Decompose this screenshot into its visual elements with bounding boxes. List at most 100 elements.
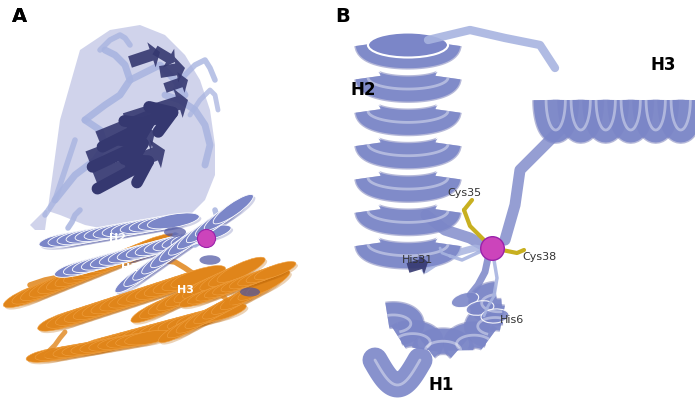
- Ellipse shape: [137, 239, 188, 258]
- Text: His6: His6: [500, 315, 524, 325]
- Ellipse shape: [12, 279, 65, 304]
- Ellipse shape: [55, 345, 103, 360]
- Ellipse shape: [199, 255, 220, 265]
- Ellipse shape: [162, 230, 213, 248]
- Ellipse shape: [77, 228, 129, 244]
- Ellipse shape: [177, 220, 218, 249]
- Ellipse shape: [248, 266, 290, 285]
- Ellipse shape: [107, 334, 154, 348]
- Ellipse shape: [176, 308, 219, 333]
- Ellipse shape: [108, 286, 163, 308]
- Ellipse shape: [117, 239, 170, 264]
- Ellipse shape: [182, 227, 233, 246]
- Ellipse shape: [81, 251, 134, 276]
- Ellipse shape: [195, 303, 246, 322]
- Ellipse shape: [213, 194, 254, 224]
- Ellipse shape: [158, 287, 207, 313]
- Ellipse shape: [215, 196, 256, 226]
- Text: B: B: [335, 7, 350, 26]
- Ellipse shape: [140, 293, 188, 319]
- Ellipse shape: [148, 289, 196, 315]
- Ellipse shape: [206, 282, 248, 300]
- Ellipse shape: [144, 246, 184, 276]
- Ellipse shape: [112, 326, 163, 344]
- Ellipse shape: [231, 273, 273, 291]
- Ellipse shape: [481, 309, 509, 323]
- Ellipse shape: [41, 234, 93, 250]
- Ellipse shape: [108, 244, 159, 263]
- Ellipse shape: [98, 335, 145, 350]
- Ellipse shape: [62, 341, 110, 356]
- Ellipse shape: [185, 303, 228, 328]
- Ellipse shape: [102, 291, 156, 313]
- Ellipse shape: [83, 253, 136, 278]
- Ellipse shape: [104, 223, 156, 239]
- Ellipse shape: [121, 323, 172, 342]
- Ellipse shape: [128, 242, 179, 260]
- Ellipse shape: [223, 276, 265, 294]
- Ellipse shape: [59, 231, 111, 247]
- Ellipse shape: [102, 328, 154, 347]
- Ellipse shape: [57, 229, 109, 245]
- Ellipse shape: [40, 311, 95, 333]
- Ellipse shape: [188, 308, 239, 326]
- Ellipse shape: [81, 252, 133, 270]
- Ellipse shape: [115, 332, 163, 346]
- Ellipse shape: [46, 346, 94, 361]
- Ellipse shape: [22, 278, 76, 303]
- Ellipse shape: [193, 271, 241, 296]
- Ellipse shape: [194, 299, 237, 324]
- Ellipse shape: [164, 270, 218, 293]
- Ellipse shape: [21, 276, 74, 301]
- Polygon shape: [407, 254, 428, 275]
- Ellipse shape: [49, 267, 101, 292]
- Ellipse shape: [135, 253, 175, 282]
- Ellipse shape: [173, 268, 227, 290]
- Ellipse shape: [55, 262, 108, 287]
- Ellipse shape: [368, 32, 448, 58]
- Text: H2: H2: [350, 81, 375, 99]
- Ellipse shape: [84, 224, 136, 240]
- Ellipse shape: [50, 232, 102, 248]
- Ellipse shape: [238, 268, 279, 286]
- Ellipse shape: [115, 237, 169, 262]
- Ellipse shape: [57, 264, 111, 289]
- Ellipse shape: [108, 336, 156, 350]
- Ellipse shape: [231, 282, 275, 307]
- Ellipse shape: [56, 303, 110, 325]
- Ellipse shape: [53, 343, 101, 358]
- Ellipse shape: [38, 309, 92, 331]
- Ellipse shape: [142, 320, 193, 339]
- Ellipse shape: [142, 295, 190, 321]
- Ellipse shape: [14, 281, 67, 306]
- Ellipse shape: [240, 277, 283, 302]
- Ellipse shape: [74, 256, 127, 282]
- Ellipse shape: [6, 284, 58, 310]
- Text: Cys35: Cys35: [447, 188, 481, 198]
- Text: H1: H1: [428, 376, 453, 394]
- Ellipse shape: [240, 288, 260, 296]
- Ellipse shape: [76, 338, 128, 356]
- Ellipse shape: [149, 316, 200, 334]
- Ellipse shape: [102, 221, 154, 237]
- Ellipse shape: [186, 213, 227, 243]
- Ellipse shape: [47, 306, 101, 328]
- Ellipse shape: [170, 313, 220, 332]
- Polygon shape: [85, 122, 155, 164]
- Ellipse shape: [196, 283, 238, 301]
- Ellipse shape: [208, 261, 256, 286]
- Text: Cys38: Cys38: [522, 252, 556, 262]
- Ellipse shape: [58, 305, 112, 327]
- Ellipse shape: [82, 294, 137, 317]
- Ellipse shape: [71, 340, 119, 354]
- Ellipse shape: [66, 302, 121, 324]
- Ellipse shape: [155, 273, 210, 296]
- Ellipse shape: [158, 318, 202, 342]
- Ellipse shape: [64, 343, 112, 358]
- Ellipse shape: [145, 274, 199, 296]
- Ellipse shape: [100, 289, 154, 311]
- Ellipse shape: [211, 289, 254, 314]
- Polygon shape: [95, 102, 162, 144]
- Ellipse shape: [100, 337, 147, 352]
- Ellipse shape: [151, 318, 202, 336]
